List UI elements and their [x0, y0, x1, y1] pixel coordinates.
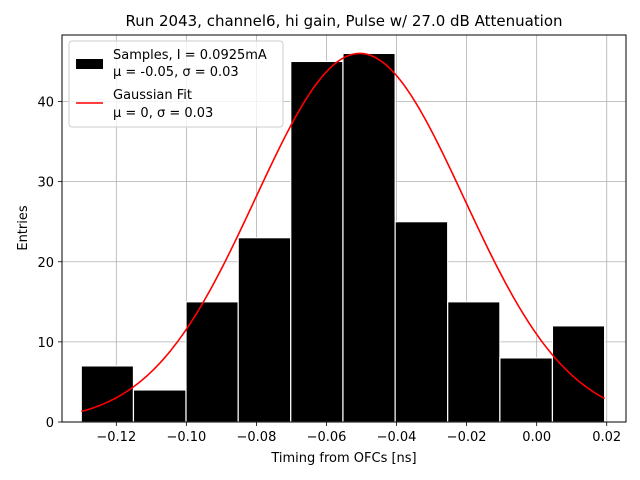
gaussian-fit-line: [81, 52, 606, 413]
histogram-bar: [551, 325, 606, 423]
x-tick-label: 0.02: [592, 430, 621, 445]
legend-fit-line2: μ = 0, σ = 0.03: [113, 106, 213, 121]
histogram-bar: [80, 365, 135, 423]
histogram-bar: [290, 60, 344, 423]
x-tick-label: 0.00: [522, 430, 551, 445]
histogram-bars: [80, 52, 606, 423]
histogram-bar: [447, 301, 501, 423]
legend-samples-line2: μ = -0.05, σ = 0.03: [113, 65, 239, 80]
y-tick-label: 30: [37, 176, 54, 191]
histogram-bar: [394, 221, 449, 423]
gaussian-fit-layer: [81, 52, 606, 413]
legend: Samples, I = 0.0925mA μ = -0.05, σ = 0.0…: [68, 40, 284, 128]
x-tick-label: −0.04: [377, 430, 417, 445]
histogram-bar: [499, 357, 554, 423]
legend-box: [68, 40, 284, 128]
x-axis: −0.12 −0.10 −0.08 −0.06 −0.04 −0.02 0.00 0.02: [96, 422, 621, 445]
x-axis-title: Timing from OFCs [ns]: [270, 451, 416, 466]
histogram-bar: [185, 301, 239, 423]
x-tick-label: −0.02: [447, 430, 487, 445]
y-tick-label: 40: [37, 96, 54, 111]
y-tick-label: 10: [37, 336, 54, 351]
histogram-bar: [132, 389, 187, 423]
histogram-bar: [342, 52, 396, 423]
legend-swatch-samples: [76, 59, 103, 69]
legend-fit-line1: Gaussian Fit: [113, 88, 192, 103]
y-axis-title: Entries: [16, 205, 31, 251]
legend-samples-line1: Samples, I = 0.0925mA: [113, 48, 267, 63]
x-tick-label: −0.08: [237, 430, 277, 445]
plot-frame: [61, 34, 627, 423]
y-axis: 0 10 20 30 40: [37, 96, 62, 431]
x-tick-label: −0.06: [307, 430, 347, 445]
y-tick-label: 0: [46, 416, 54, 431]
histogram-bar: [237, 237, 292, 423]
x-tick-label: −0.12: [96, 430, 136, 445]
x-tick-label: −0.10: [166, 430, 206, 445]
y-tick-label: 20: [37, 256, 54, 271]
chart-title: Run 2043, channel6, hi gain, Pulse w/ 27…: [125, 12, 562, 30]
